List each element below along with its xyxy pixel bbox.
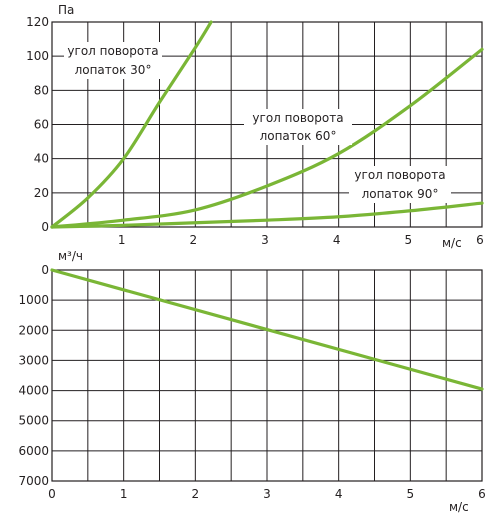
- x-tick-label: 4: [333, 233, 341, 247]
- annotation-background: [349, 166, 451, 203]
- series-label-line-2: лопаток 30°: [75, 63, 152, 77]
- y-tick-label: 0: [41, 263, 49, 277]
- y-tick-label: 20: [34, 186, 49, 200]
- bottom-y-unit-label: м³/ч: [58, 249, 83, 263]
- series-line-2: [50, 47, 484, 229]
- series-label-line-2: лопаток 60°: [260, 129, 337, 143]
- y-tick-label: 0: [41, 220, 49, 234]
- y-tick-label: 100: [26, 49, 49, 63]
- series-label-line-1: угол поворота: [67, 44, 158, 58]
- annotation-background: [244, 109, 352, 145]
- top-chart-curves: [50, 20, 484, 229]
- top-y-unit-label: Па: [58, 3, 74, 17]
- x-tick-label: 0: [48, 487, 56, 501]
- y-tick-label: 120: [26, 15, 49, 29]
- x-tick-label: 2: [192, 487, 200, 501]
- x-tick-label: 4: [335, 487, 343, 501]
- series-label-line-1: угол поворота: [252, 111, 343, 125]
- x-tick-label: 6: [478, 487, 486, 501]
- top-chart-ticks: 0 20 40 60 80 100 120 1 2 3 4 5 6: [26, 15, 484, 247]
- y-tick-label: 4000: [18, 384, 49, 398]
- series-line-3: [50, 201, 484, 229]
- curve-annotations: угол поворота лопаток 30° угол поворота лоп…: [64, 42, 451, 203]
- series-label-line-2: лопаток 90°: [362, 187, 439, 201]
- plot-frame: [51, 21, 483, 228]
- y-tick-label: 3000: [18, 353, 49, 367]
- y-tick-label: 1000: [18, 293, 49, 307]
- y-tick-label: 60: [34, 118, 49, 132]
- x-tick-label: 2: [190, 233, 198, 247]
- series-line-1: [50, 20, 213, 229]
- x-tick-label: 1: [120, 487, 128, 501]
- top-x-unit-label: м/с: [442, 236, 462, 250]
- airflow-line-1: [50, 268, 484, 391]
- y-tick-label: 7000: [18, 474, 49, 488]
- plot-frame: [51, 269, 483, 482]
- bottom-chart-curves: [50, 268, 484, 391]
- y-tick-label: 80: [34, 83, 49, 97]
- y-tick-label: 40: [34, 152, 49, 166]
- x-tick-label: 3: [261, 233, 269, 247]
- annotation-background: [64, 42, 162, 79]
- x-tick-label: 3: [263, 487, 271, 501]
- x-tick-label: 5: [405, 233, 413, 247]
- x-tick-label: 5: [407, 487, 415, 501]
- y-tick-label: 2000: [18, 323, 49, 337]
- series-label-line-1: угол поворота: [354, 168, 445, 182]
- bottom-chart-grid: [51, 269, 483, 482]
- bottom-x-unit-label: м/с: [449, 500, 469, 514]
- y-tick-label: 5000: [18, 414, 49, 428]
- x-tick-label: 1: [118, 233, 126, 247]
- x-tick-label: 6: [476, 233, 484, 247]
- y-tick-label: 6000: [18, 444, 49, 458]
